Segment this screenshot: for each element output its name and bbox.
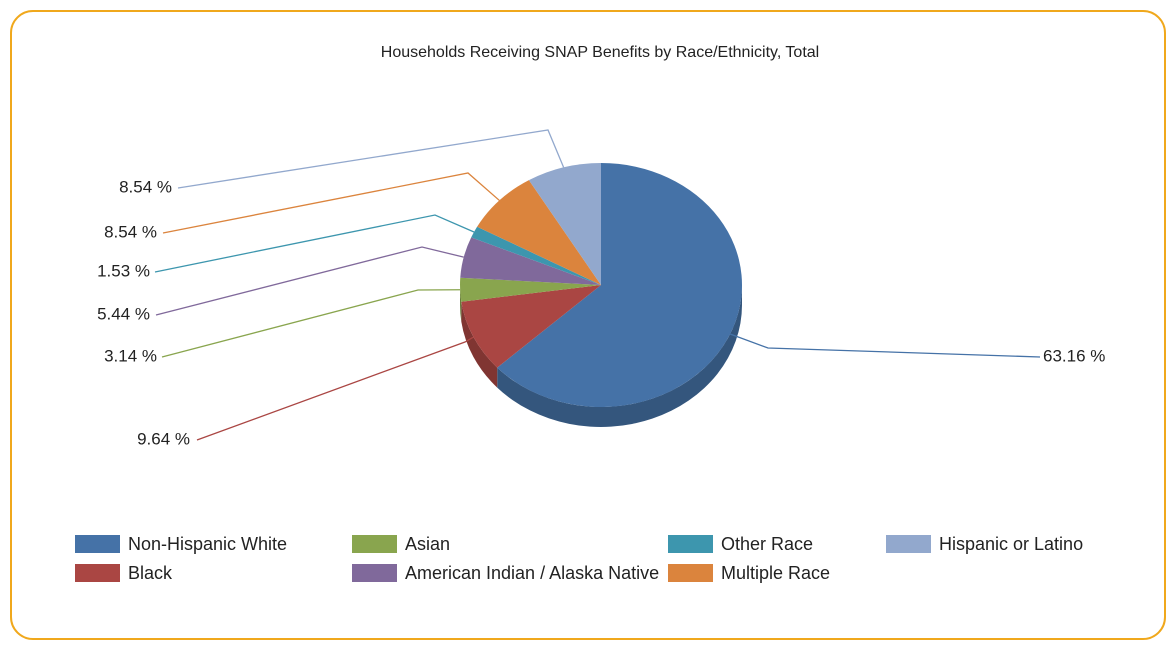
- data-label: 5.44 %: [97, 304, 150, 323]
- data-label: 3.14 %: [104, 346, 157, 365]
- data-label: 8.54 %: [104, 222, 157, 241]
- slice-side: [460, 285, 462, 322]
- leader-line: [196, 336, 474, 441]
- slice: [477, 180, 601, 285]
- slice: [528, 163, 601, 285]
- slice-side: [497, 285, 742, 427]
- data-label: 8.54 %: [119, 177, 172, 196]
- slice: [497, 163, 742, 407]
- leader-line: [154, 214, 475, 273]
- leader-line: [155, 246, 464, 316]
- data-label: 63.16 %: [1043, 346, 1105, 365]
- slice: [460, 237, 601, 285]
- leader-line: [161, 289, 461, 358]
- data-label: 1.53 %: [97, 261, 150, 280]
- slice-side: [461, 301, 498, 388]
- data-label: 9.64 %: [137, 429, 190, 448]
- chart-title: Households Receiving SNAP Benefits by Ra…: [381, 44, 819, 61]
- slice: [460, 277, 601, 302]
- slice: [461, 285, 601, 368]
- leader-line: [162, 172, 500, 234]
- leader-line: [729, 333, 1041, 358]
- pie: [460, 163, 742, 427]
- slice: [471, 226, 601, 285]
- leader-line: [177, 129, 565, 189]
